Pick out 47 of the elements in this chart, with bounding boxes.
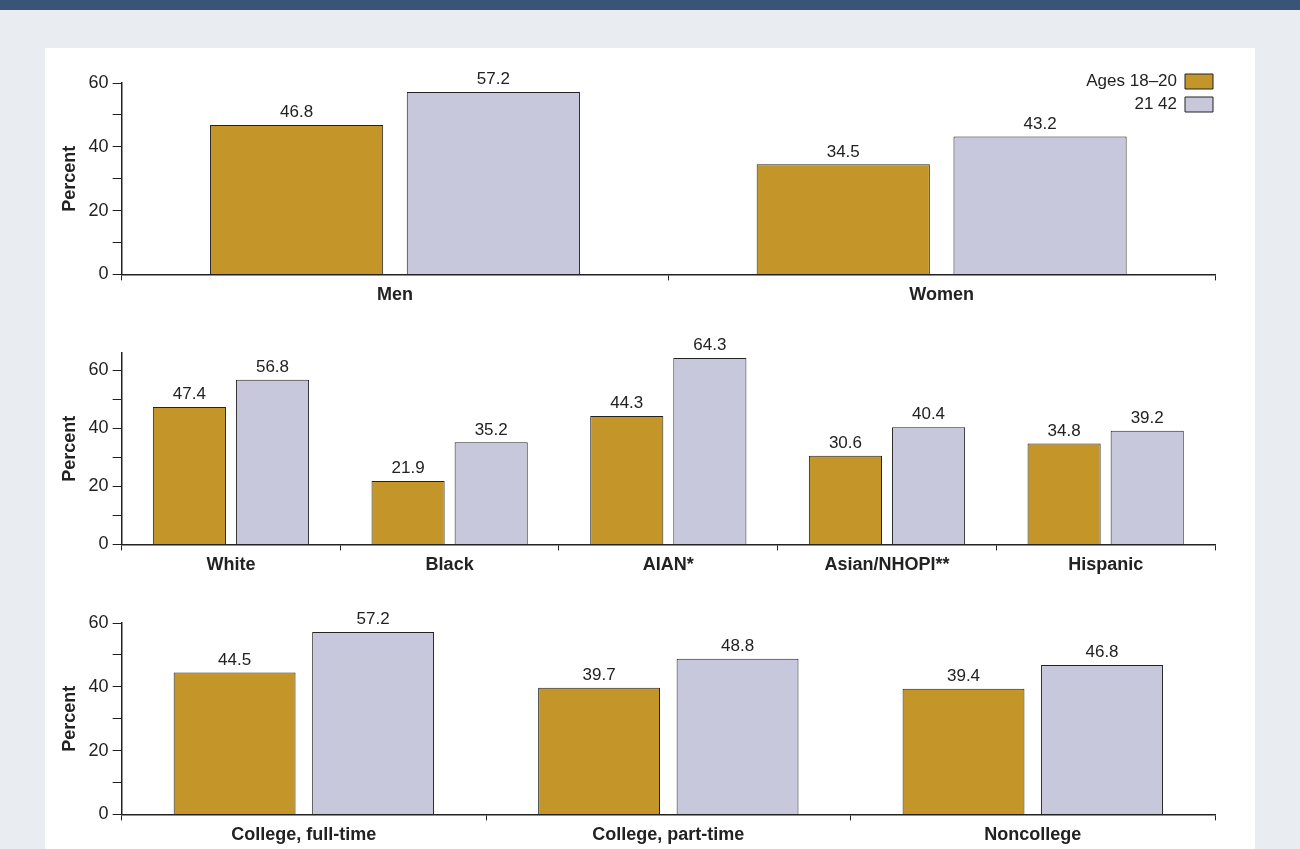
y-tick-label: 40 <box>88 135 109 156</box>
x-tick-label: Men <box>376 284 413 305</box>
y-tick-label: 0 <box>98 533 109 554</box>
y-tick-label: 20 <box>88 739 109 760</box>
y-tick-label: 60 <box>88 359 109 380</box>
data-label: 21.9 <box>391 458 425 478</box>
data-label: 34.8 <box>1047 420 1081 440</box>
x-tick-label: White <box>206 554 256 575</box>
data-label: 30.6 <box>828 432 862 452</box>
y-tick-label: 60 <box>88 611 109 632</box>
x-tick-label: Asian/NHOPI** <box>824 554 950 575</box>
data-label: 56.8 <box>255 356 290 376</box>
data-label: 57.2 <box>476 69 510 89</box>
x-tick-label: Women <box>909 284 974 305</box>
y-tick-label: 20 <box>88 199 109 220</box>
legend-label: 21 42 <box>1134 93 1177 113</box>
y-axis-title: Percent <box>58 145 79 212</box>
y-tick-label: 20 <box>88 475 109 496</box>
data-label: 39.2 <box>1130 407 1164 427</box>
data-label: 46.8 <box>1085 642 1119 662</box>
y-axis-title: Percent <box>58 685 79 752</box>
y-axis-title: Percent <box>58 415 79 482</box>
x-tick-label: Black <box>425 554 475 575</box>
y-tick-label: 0 <box>98 803 109 824</box>
data-label: 39.4 <box>946 665 981 685</box>
y-tick-label: 60 <box>88 71 109 92</box>
data-label: 40.4 <box>911 404 946 424</box>
y-tick-label: 40 <box>88 675 109 696</box>
x-tick-label: Hispanic <box>1068 554 1144 575</box>
data-label: 64.3 <box>693 335 727 355</box>
data-label: 47.4 <box>172 384 206 404</box>
data-label: 34.5 <box>826 141 860 161</box>
x-tick-label: Noncollege <box>984 824 1082 845</box>
data-label: 46.8 <box>280 102 314 122</box>
x-tick-label: College, part-time <box>592 824 745 845</box>
data-label: 48.8 <box>721 635 755 655</box>
data-label: 44.3 <box>610 393 644 413</box>
data-label: 39.7 <box>582 664 616 684</box>
data-label: 35.2 <box>474 419 508 439</box>
data-label: 43.2 <box>1023 113 1057 133</box>
data-label: 57.2 <box>356 609 390 629</box>
x-tick-label: College, full-time <box>231 824 377 845</box>
data-label: 44.5 <box>218 649 252 669</box>
legend-label: Ages 18–20 <box>1086 70 1177 90</box>
x-tick-label: AIAN* <box>642 554 694 575</box>
y-tick-label: 0 <box>98 263 109 284</box>
y-tick-label: 40 <box>88 417 109 438</box>
